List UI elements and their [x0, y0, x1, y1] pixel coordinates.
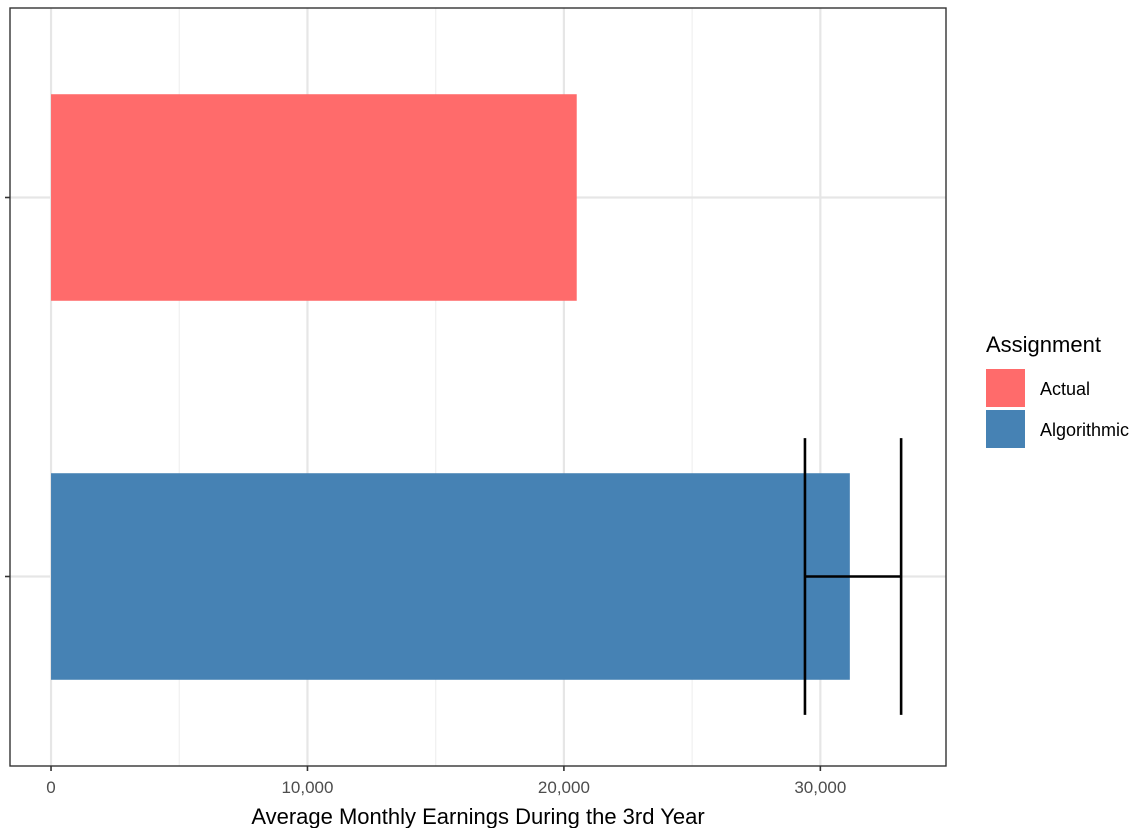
panel-border: [9, 7, 947, 767]
legend-key-actual: [986, 369, 1025, 407]
x-tick-label: 0: [46, 778, 55, 797]
axes: 0 10,000 20,000 30,000: [5, 196, 846, 797]
x-tick-label: 30,000: [794, 778, 846, 797]
legend-key-algorithmic: [986, 410, 1025, 448]
legend: Assignment Actual Algorithmic: [986, 332, 1129, 448]
bar-actual: [51, 94, 577, 301]
bars: [51, 94, 850, 680]
bar-algorithmic: [51, 473, 850, 680]
legend-label-actual: Actual: [1040, 379, 1090, 399]
legend-title: Assignment: [986, 332, 1101, 357]
x-tick-label: 10,000: [281, 778, 333, 797]
x-axis-label: Average Monthly Earnings During the 3rd …: [251, 804, 704, 828]
legend-label-algorithmic: Algorithmic: [1040, 420, 1129, 440]
error-bars: [803, 438, 903, 715]
x-tick-label: 20,000: [538, 778, 590, 797]
